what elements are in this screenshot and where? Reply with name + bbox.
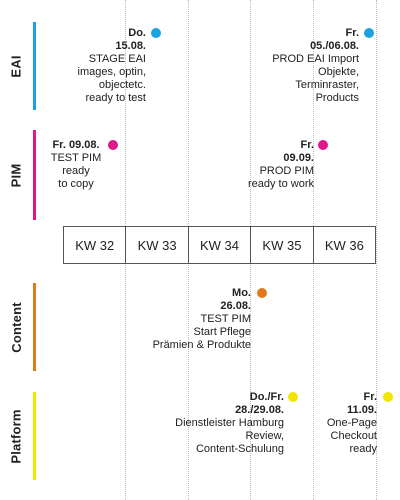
content-event-test-pim: Mo. 26.08. TEST PIM Start Pflege Prämien… <box>153 287 251 352</box>
event-date: 28./29.08. <box>235 404 284 416</box>
event-text: images, optin, <box>77 66 146 78</box>
event-text: ready to test <box>85 92 146 104</box>
pim-event-prod: Fr. 09.09. PROD PIM ready to work <box>248 139 314 191</box>
platform-lane-label: Platform <box>2 392 30 480</box>
event-date: Do./Fr. <box>249 391 284 403</box>
week-cell: KW 35 <box>251 227 314 263</box>
platform-event-checkout: Fr. 11.09. One-Page Checkout ready <box>327 391 377 456</box>
eai-event-prod: Fr. 05./06.08. PROD EAI Import Objekte, … <box>272 27 359 105</box>
eai-lane-label-text: EAI <box>8 54 24 78</box>
eai-milestone-dot <box>151 28 161 38</box>
event-text: TEST PIM <box>200 313 251 325</box>
pim-milestone-dot <box>318 140 328 150</box>
event-text: Objekte, <box>318 66 359 78</box>
event-text: Review, <box>245 430 284 442</box>
event-text: Dienstleister Hamburg <box>175 417 284 429</box>
event-date: Mo. <box>232 287 251 299</box>
event-date: 09.09. <box>283 152 314 164</box>
event-text: ready <box>62 165 90 177</box>
eai-lane-label: EAI <box>2 22 30 110</box>
week-cell: KW 36 <box>324 237 364 253</box>
week-separator <box>376 0 377 500</box>
event-date: Fr. <box>363 391 377 403</box>
content-lane-label: Content <box>2 283 30 371</box>
pim-lane-label-text: PIM <box>8 163 24 187</box>
event-text: Products <box>315 92 359 104</box>
event-date: 26.08. <box>220 300 251 312</box>
event-text: One-Page <box>326 417 377 429</box>
content-milestone-dot <box>257 288 267 298</box>
event-date: 11.09. <box>347 404 377 416</box>
event-text: Start Pflege <box>193 326 251 338</box>
event-text: to copy <box>58 178 94 190</box>
event-text: Content-Schulung <box>195 443 284 455</box>
event-text: Prämien & Produkte <box>152 339 251 351</box>
week-cell: KW 34 <box>189 227 252 263</box>
eai-lane-bar <box>33 22 36 110</box>
pim-lane-label: PIM <box>2 130 30 220</box>
event-text: objectetc. <box>98 79 146 91</box>
event-text: ready to work <box>247 178 314 190</box>
platform-lane-label-text: Platform <box>8 408 24 464</box>
pim-lane-bar <box>33 130 36 220</box>
platform-lane-bar <box>33 392 36 480</box>
pim-milestone-dot <box>108 140 118 150</box>
eai-milestone-dot <box>364 28 374 38</box>
platform-event-review: Do./Fr. 28./29.08. Dienstleister Hamburg… <box>175 391 284 456</box>
event-text: STAGE EAI <box>88 53 146 65</box>
event-date: Fr. 09.08. <box>52 139 100 151</box>
event-text: PROD EAI Import <box>272 53 359 65</box>
content-lane-bar <box>33 283 36 371</box>
content-lane-label-text: Content <box>8 301 24 353</box>
event-text: Checkout <box>330 430 377 442</box>
event-date: 05./06.08. <box>310 40 359 52</box>
week-row: KW 32 KW 33 KW 34 KW 35 KW 36 <box>63 226 376 264</box>
event-date: Fr. <box>300 139 314 151</box>
event-text: Terminraster, <box>295 79 359 91</box>
platform-milestone-dot <box>383 392 393 402</box>
week-cell: KW 32 <box>64 227 127 263</box>
event-text: ready <box>349 443 377 455</box>
event-text: PROD PIM <box>259 165 314 177</box>
pim-event-test: Fr. 09.08. TEST PIM ready to copy <box>44 139 108 191</box>
eai-event-stage: Do. 15.08. STAGE EAI images, optin, obje… <box>78 27 146 105</box>
platform-milestone-dot <box>288 392 298 402</box>
event-date: 15.08. <box>115 40 146 52</box>
event-date: Fr. <box>345 27 359 39</box>
event-date: Do. <box>128 27 146 39</box>
event-text: TEST PIM <box>50 152 102 164</box>
week-cell: KW 33 <box>126 227 189 263</box>
